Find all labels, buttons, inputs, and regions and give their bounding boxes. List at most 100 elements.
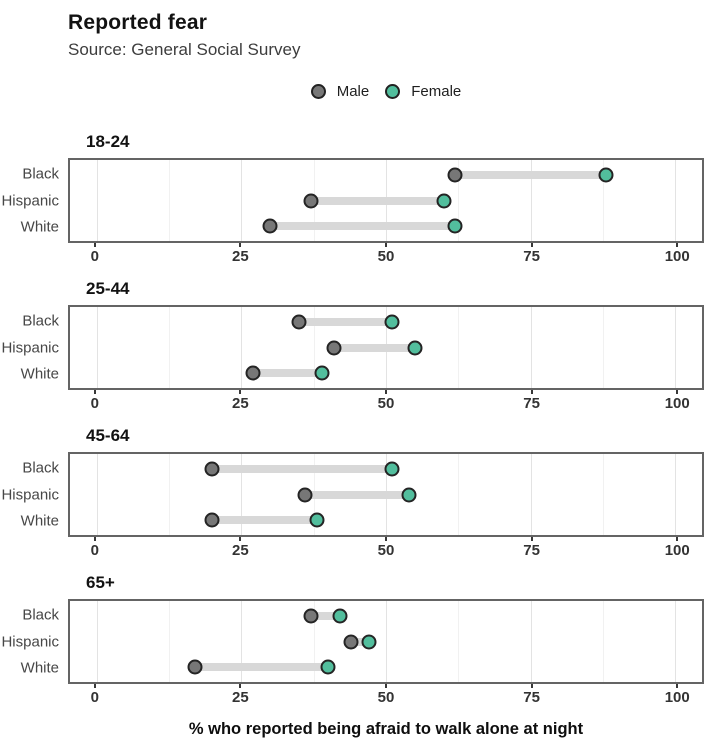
- axis-tick: [385, 684, 387, 689]
- axis-tick: [385, 390, 387, 395]
- male-dot: [326, 340, 342, 356]
- male-dot: [343, 634, 359, 650]
- major-gridline: [386, 601, 387, 683]
- male-dot: [204, 461, 220, 477]
- axis-tick: [530, 537, 533, 542]
- chart-subtitle: Source: General Social Survey: [68, 40, 301, 60]
- axis-tick: [239, 684, 242, 689]
- axis-tick: [530, 390, 533, 395]
- facet-body: Black Hispanic White: [0, 158, 714, 244]
- axis-tick-label: 25: [232, 248, 249, 266]
- connector-bar: [304, 490, 410, 499]
- axis-tick: [93, 243, 96, 248]
- category-label: Hispanic: [1, 633, 59, 651]
- legend: Male Female: [68, 80, 704, 102]
- axis-tick: [239, 390, 242, 395]
- axis-tick: [676, 537, 679, 542]
- chart-panel: [68, 305, 704, 391]
- axis-tick-label: 0: [90, 248, 99, 266]
- category-label: Hispanic: [1, 339, 59, 357]
- axis-tick: [530, 243, 533, 248]
- female-dot: [447, 218, 463, 234]
- female-dot: [407, 340, 423, 356]
- connector-bar: [252, 369, 323, 377]
- major-gridline: [241, 307, 243, 389]
- chart-title: Reported fear: [68, 11, 208, 34]
- x-axis-label: % who reported being afraid to walk alon…: [188, 720, 584, 739]
- category-label: White: [20, 512, 59, 530]
- major-gridline: [241, 454, 243, 536]
- facet-label: 25-44: [86, 279, 130, 299]
- female-dot: [309, 512, 325, 528]
- axis-tick-label: 0: [90, 689, 99, 707]
- connector-bar: [455, 171, 606, 180]
- major-gridline: [96, 160, 98, 242]
- legend-label-male: Male: [336, 82, 370, 100]
- category-label: White: [20, 218, 59, 236]
- minor-gridline: [458, 160, 460, 242]
- x-axis: 0 25 50 75 100: [68, 390, 704, 414]
- legend-item-female: Female: [385, 83, 461, 100]
- female-dot: [332, 608, 348, 624]
- facet-charts: 18-24 Black Hispanic White 0 25 50 75 100 25-44 Bl…: [0, 132, 714, 708]
- axis-tick-label: 25: [232, 689, 249, 707]
- facet-section: 45-64 Black Hispanic White 0 25 50 75 100: [0, 426, 714, 561]
- axis-tick-label: 100: [664, 395, 690, 413]
- category-label: Black: [22, 165, 59, 183]
- axis-tick-label: 50: [377, 689, 395, 707]
- facet-label: 45-64: [86, 426, 130, 446]
- connector-bar: [212, 465, 392, 474]
- major-gridline: [675, 307, 677, 389]
- axis-tick-label: 50: [377, 248, 395, 266]
- female-dot: [384, 314, 400, 330]
- axis-tick: [676, 390, 679, 395]
- major-gridline: [675, 454, 677, 536]
- minor-gridline: [458, 454, 460, 536]
- female-dot: [320, 659, 336, 675]
- axis-tick-label: 0: [90, 542, 99, 560]
- axis-tick-label: 100: [664, 542, 690, 560]
- category-label: Hispanic: [1, 486, 59, 504]
- male-dot: [245, 365, 261, 381]
- axis-tick: [93, 537, 96, 542]
- minor-gridline: [168, 307, 170, 389]
- female-dot: [401, 487, 417, 503]
- major-gridline: [530, 307, 532, 389]
- female-dot: [384, 461, 400, 477]
- chart-header: Reported fear Source: General Social Sur…: [0, 0, 714, 60]
- axis-tick: [676, 243, 679, 248]
- male-dot-icon: [310, 83, 326, 99]
- minor-gridline: [603, 454, 605, 536]
- axis-tick: [239, 537, 242, 542]
- major-gridline: [675, 160, 677, 242]
- facet-body: Black Hispanic White: [0, 599, 714, 685]
- category-axis: Black Hispanic White: [0, 599, 68, 684]
- x-axis: 0 25 50 75 100: [68, 537, 704, 561]
- category-label: Hispanic: [1, 192, 59, 210]
- axis-tick: [385, 243, 387, 248]
- axis-tick: [93, 390, 96, 395]
- minor-gridline: [603, 307, 605, 389]
- category-axis: Black Hispanic White: [0, 158, 68, 243]
- axis-tick: [530, 684, 533, 689]
- connector-bar: [270, 222, 456, 230]
- female-dot: [361, 634, 377, 650]
- axis-tick-label: 25: [232, 542, 249, 560]
- minor-gridline: [168, 454, 170, 536]
- female-dot-icon: [385, 83, 401, 99]
- major-gridline: [96, 307, 98, 389]
- axis-tick-label: 75: [523, 542, 540, 560]
- major-gridline: [675, 601, 677, 683]
- male-dot: [297, 487, 313, 503]
- axis-tick-label: 50: [377, 395, 395, 413]
- minor-gridline: [458, 601, 460, 683]
- minor-gridline: [603, 160, 605, 242]
- axis-tick: [385, 537, 387, 542]
- major-gridline: [96, 454, 98, 536]
- axis-tick-label: 0: [90, 395, 99, 413]
- facet-label: 65+: [86, 573, 115, 593]
- major-gridline: [530, 601, 532, 683]
- female-dot: [598, 167, 614, 183]
- category-label: Black: [22, 606, 59, 624]
- axis-tick-label: 100: [664, 248, 690, 266]
